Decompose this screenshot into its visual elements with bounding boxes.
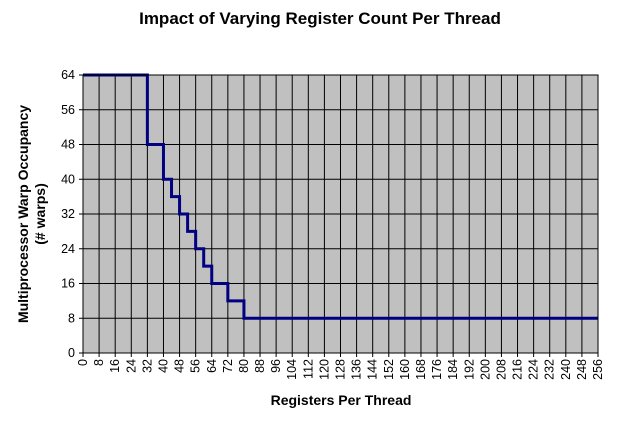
data-series <box>83 73 598 320</box>
y-tick-label: 32 <box>61 207 75 221</box>
y-tick-labels: 0 8 16 24 32 40 48 56 64 <box>61 68 75 360</box>
x-tick-label: 40 <box>156 359 170 373</box>
x-tick-label: 176 <box>430 359 444 380</box>
x-tick-label: 32 <box>140 359 154 373</box>
y-tick-label: 40 <box>61 172 75 186</box>
x-tick-labels: 0 8 16 24 32 40 48 56 64 72 80 88 96 104 112 120 128 136 1… <box>76 359 605 380</box>
x-tick-label: 200 <box>478 359 492 380</box>
x-tick-label: 88 <box>253 359 267 373</box>
x-tick-label: 96 <box>269 359 283 373</box>
occupancy-line <box>83 73 598 320</box>
x-tick-label: 104 <box>285 359 299 380</box>
chart-title: Impact of Varying Register Count Per Thr… <box>139 9 501 28</box>
x-tick-label: 184 <box>446 359 460 380</box>
x-tick-label: 120 <box>317 359 331 380</box>
x-tick-label: 24 <box>124 359 138 373</box>
x-tick-label: 256 <box>591 359 605 380</box>
y-axis-title-line2: (# warps) <box>32 183 48 244</box>
y-tick-label: 24 <box>61 242 75 256</box>
x-tick-label: 168 <box>414 359 428 380</box>
x-tick-label: 72 <box>221 359 235 373</box>
x-tick-label: 80 <box>237 359 251 373</box>
y-tick-label: 8 <box>68 311 75 325</box>
x-tick-label: 8 <box>92 359 106 366</box>
y-axis-title-line1: Multiprocessor Warp Occupancy <box>15 105 31 323</box>
x-tick-label: 56 <box>189 359 203 373</box>
x-tick-label: 240 <box>559 359 573 380</box>
x-tick-label: 160 <box>398 359 412 380</box>
y-axis-title: Multiprocessor Warp Occupancy (# warps) <box>15 105 48 323</box>
y-tick-label: 48 <box>61 138 75 152</box>
x-tick-label: 216 <box>511 359 525 380</box>
x-tick-label: 112 <box>301 359 315 379</box>
y-tick-label: 16 <box>61 277 75 291</box>
x-tick-label: 224 <box>527 359 541 380</box>
x-tick-label: 192 <box>462 359 476 380</box>
x-tick-label: 152 <box>382 359 396 380</box>
plot-border <box>82 74 599 354</box>
y-tick-label: 0 <box>68 346 75 360</box>
x-tick-label: 0 <box>76 359 90 366</box>
x-tick-label: 248 <box>575 359 589 380</box>
x-tick-label: 64 <box>205 359 219 373</box>
x-tick-label: 144 <box>366 359 380 380</box>
x-tick-label: 232 <box>543 359 557 380</box>
x-axis-title: Registers Per Thread <box>271 392 412 408</box>
x-tick-label: 16 <box>108 359 122 373</box>
y-tick-label: 56 <box>61 103 75 117</box>
x-tick-label: 136 <box>350 359 364 380</box>
y-tick-label: 64 <box>61 68 75 82</box>
x-tick-label: 208 <box>494 359 508 380</box>
x-tick-label: 48 <box>173 359 187 373</box>
x-tick-label: 128 <box>334 359 348 380</box>
